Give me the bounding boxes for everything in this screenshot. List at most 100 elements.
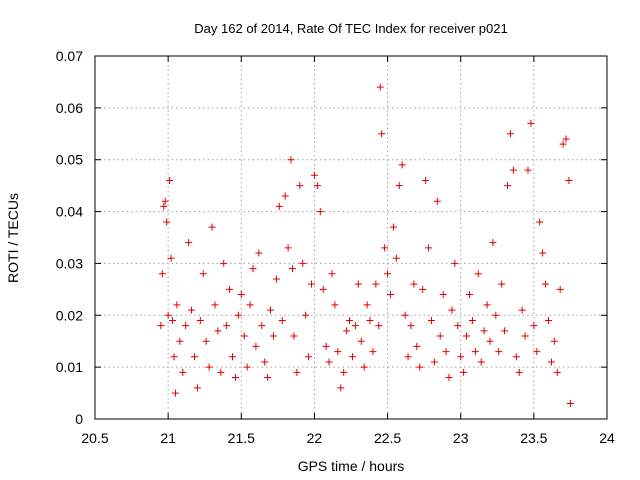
data-point xyxy=(363,301,371,309)
data-point xyxy=(492,311,500,319)
data-point xyxy=(566,399,574,407)
x-tick-label: 21 xyxy=(160,430,176,446)
data-point xyxy=(170,353,178,361)
y-tick-label: 0.01 xyxy=(56,359,83,375)
data-point xyxy=(171,389,179,397)
data-point xyxy=(302,311,310,319)
data-point xyxy=(375,322,383,330)
data-point xyxy=(536,218,544,226)
chart-title: Day 162 of 2014, Rate Of TEC Index for r… xyxy=(194,21,507,36)
data-point xyxy=(463,332,471,340)
data-point xyxy=(217,368,225,376)
data-point xyxy=(249,265,257,273)
data-point xyxy=(220,259,228,267)
x-tick-label: 23.5 xyxy=(520,430,547,446)
data-point xyxy=(474,270,482,278)
data-point xyxy=(553,368,561,376)
data-point xyxy=(395,182,403,190)
y-tick-label: 0.03 xyxy=(56,255,83,271)
data-point xyxy=(331,301,339,309)
data-point xyxy=(214,327,222,335)
data-point xyxy=(299,259,307,267)
data-point xyxy=(398,161,406,169)
data-point xyxy=(243,363,251,371)
data-point xyxy=(524,166,532,174)
data-point xyxy=(319,285,327,293)
data-point xyxy=(208,223,216,231)
data-point xyxy=(416,363,424,371)
y-tick-label: 0 xyxy=(75,411,83,427)
data-point xyxy=(419,285,427,293)
data-point xyxy=(305,353,313,361)
data-point xyxy=(486,337,494,345)
data-point xyxy=(325,358,333,366)
data-point xyxy=(442,348,450,356)
data-point xyxy=(161,197,169,205)
data-point xyxy=(518,306,526,314)
data-point xyxy=(205,363,213,371)
data-point xyxy=(343,327,351,335)
data-point xyxy=(369,348,377,356)
data-point xyxy=(366,316,374,324)
data-point xyxy=(288,265,296,273)
data-point xyxy=(269,332,277,340)
data-point xyxy=(267,306,275,314)
data-point xyxy=(211,301,219,309)
data-point xyxy=(556,285,564,293)
data-point xyxy=(509,166,517,174)
data-point xyxy=(348,353,356,361)
data-point xyxy=(457,353,465,361)
y-tick-label: 0.04 xyxy=(56,204,83,220)
data-point xyxy=(413,342,421,350)
data-point xyxy=(445,374,453,382)
data-point xyxy=(381,244,389,252)
data-point xyxy=(351,322,359,330)
data-point xyxy=(547,358,555,366)
data-point xyxy=(498,280,506,288)
axis-ticks: 20.5 21 21.5 22 22.5 23 23.5 24 0 0.01 0.02 0.03 0.0… xyxy=(56,48,615,446)
data-point xyxy=(404,353,412,361)
x-tick-label: 22 xyxy=(307,430,323,446)
data-point xyxy=(559,140,567,148)
data-point xyxy=(468,316,476,324)
data-point xyxy=(477,358,485,366)
data-point xyxy=(223,322,231,330)
data-point xyxy=(157,322,165,330)
data-point xyxy=(334,348,342,356)
data-point xyxy=(252,342,260,350)
data-point xyxy=(340,368,348,376)
y-tick-label: 0.05 xyxy=(56,152,83,168)
data-point xyxy=(401,311,409,319)
x-tick-label: 22.5 xyxy=(374,430,401,446)
data-point xyxy=(322,342,330,350)
data-point xyxy=(188,306,196,314)
data-point xyxy=(376,83,384,91)
data-point xyxy=(360,363,368,371)
data-point xyxy=(281,192,289,200)
data-point xyxy=(451,259,459,267)
data-point xyxy=(501,327,509,335)
x-tick-label: 24 xyxy=(599,430,615,446)
data-point xyxy=(164,311,172,319)
data-point xyxy=(308,280,316,288)
data-point xyxy=(234,311,242,319)
data-point xyxy=(176,337,184,345)
data-point xyxy=(158,270,166,278)
data-point xyxy=(465,291,473,299)
data-point xyxy=(310,171,318,179)
data-point xyxy=(425,244,433,252)
x-tick-label: 21.5 xyxy=(228,430,255,446)
data-point xyxy=(196,316,204,324)
data-point xyxy=(533,348,541,356)
data-point xyxy=(296,182,304,190)
data-point xyxy=(169,316,177,324)
data-point xyxy=(272,275,280,283)
plot-frame xyxy=(94,55,608,420)
data-point xyxy=(521,332,529,340)
data-point xyxy=(185,239,193,247)
y-tick-label: 0.07 xyxy=(56,48,83,64)
data-point xyxy=(202,337,210,345)
y-tick-label: 0.02 xyxy=(56,307,83,323)
data-point xyxy=(480,327,488,335)
